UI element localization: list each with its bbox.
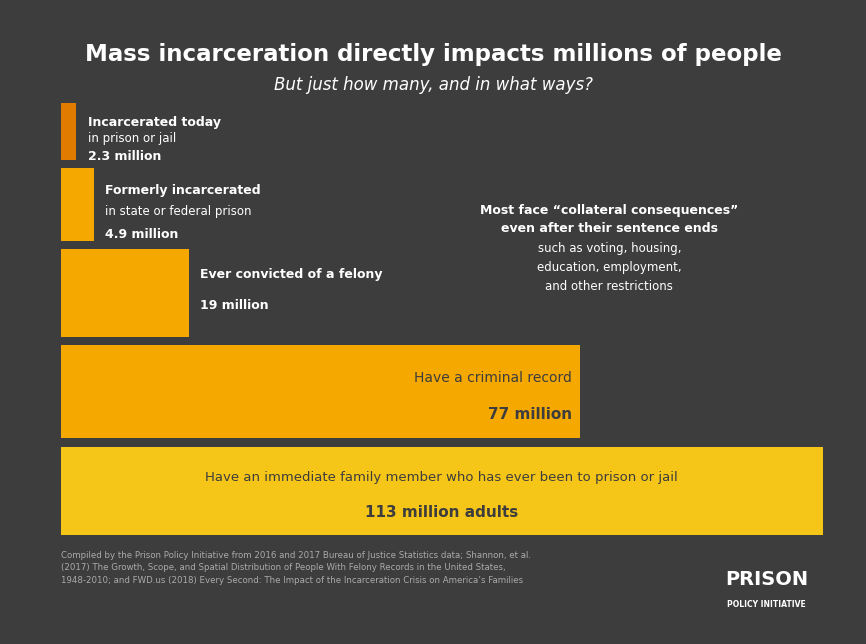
Text: such as voting, housing,
education, employment,
and other restrictions: such as voting, housing, education, empl… <box>537 242 682 293</box>
Text: in prison or jail: in prison or jail <box>87 132 176 145</box>
Text: 2.3 million: 2.3 million <box>87 150 161 163</box>
Text: Mass incarceration directly impacts millions of people: Mass incarceration directly impacts mill… <box>85 43 781 66</box>
Text: But just how many, and in what ways?: But just how many, and in what ways? <box>274 76 592 94</box>
Text: in state or federal prison: in state or federal prison <box>105 205 252 218</box>
Text: PRISON: PRISON <box>725 570 808 589</box>
Text: Have a criminal record: Have a criminal record <box>415 371 572 385</box>
Text: POLICY INITIATIVE: POLICY INITIATIVE <box>727 600 805 609</box>
Text: Compiled by the Prison Policy Initiative from 2016 and 2017 Bureau of Justice St: Compiled by the Prison Policy Initiative… <box>61 551 531 585</box>
Text: Incarcerated today: Incarcerated today <box>87 115 221 129</box>
Text: Ever convicted of a felony: Ever convicted of a felony <box>200 269 383 281</box>
Text: 113 million adults: 113 million adults <box>365 505 518 520</box>
Text: 4.9 million: 4.9 million <box>105 228 178 242</box>
Bar <box>61 103 76 160</box>
Bar <box>61 168 94 241</box>
Text: 77 million: 77 million <box>488 406 572 422</box>
Text: Formerly incarcerated: Formerly incarcerated <box>105 184 261 197</box>
Bar <box>61 249 189 337</box>
Text: 19 million: 19 million <box>200 299 268 312</box>
Text: Have an immediate family member who has ever been to prison or jail: Have an immediate family member who has … <box>205 471 678 484</box>
Bar <box>61 345 580 439</box>
Text: Most face “collateral consequences”
even after their sentence ends: Most face “collateral consequences” even… <box>480 204 739 235</box>
Bar <box>61 446 823 535</box>
